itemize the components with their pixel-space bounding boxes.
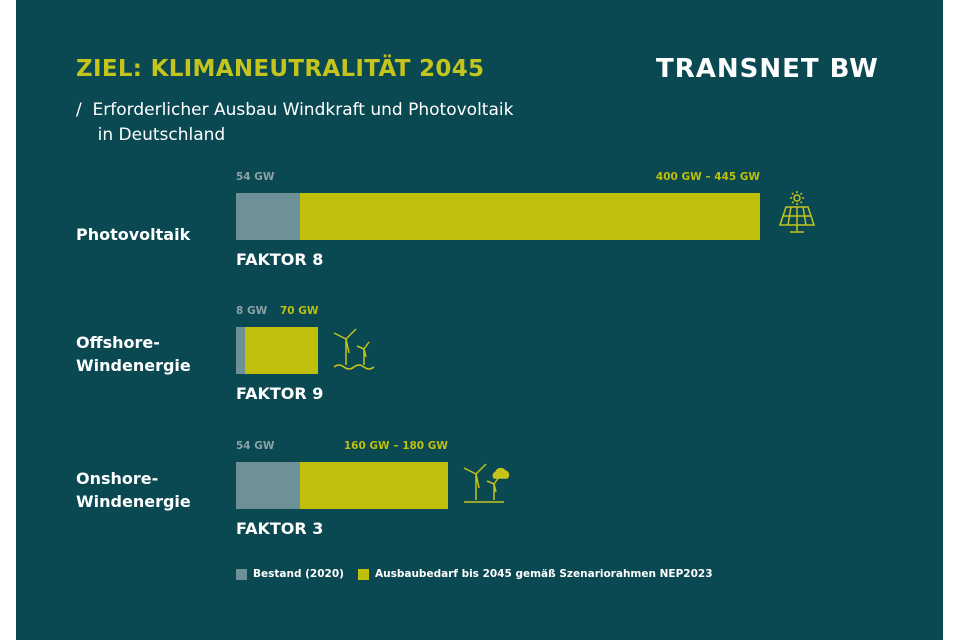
factor-label: FAKTOR 8 [236,250,324,269]
legend-swatch [236,569,247,580]
bar-target [236,327,319,374]
value-label: 54 GW [236,171,275,183]
bar-existing [236,327,246,374]
legend-label: Bestand (2020) [253,568,344,580]
category-label: Photovoltaik [76,225,191,244]
wind-icon [463,463,510,503]
factor-label: FAKTOR 3 [236,519,324,538]
value-label: 70 GW [279,305,319,317]
category-label: Onshore- Windenergie [76,469,191,511]
value-label: 400 GW – 445 GW [655,171,760,183]
value-label: 160 GW – 180 GW [343,440,448,452]
category-label: Offshore- Windenergie [76,333,191,375]
bar-existing [236,462,300,509]
legend-label: Ausbaubedarf bis 2045 gemäß Szenariorahm… [375,568,713,580]
factor-label: FAKTOR 9 [236,384,324,403]
bar-target [236,193,760,240]
bar-existing [236,193,300,240]
value-label: 8 GW [236,305,268,317]
solar-icon [778,191,816,233]
chart-title: ZIEL: KLIMANEUTRALITÄT 2045 [76,56,485,82]
wind-icon [333,328,375,370]
chart: ZIEL: KLIMANEUTRALITÄT 2045 / Erforderli… [16,0,943,640]
chart-subtitle: / Erforderlicher Ausbau Windkraft und Ph… [76,100,514,145]
legend-swatch [358,569,369,580]
brand-logo: TRANSNET BW [656,54,879,84]
value-label: 54 GW [236,440,275,452]
